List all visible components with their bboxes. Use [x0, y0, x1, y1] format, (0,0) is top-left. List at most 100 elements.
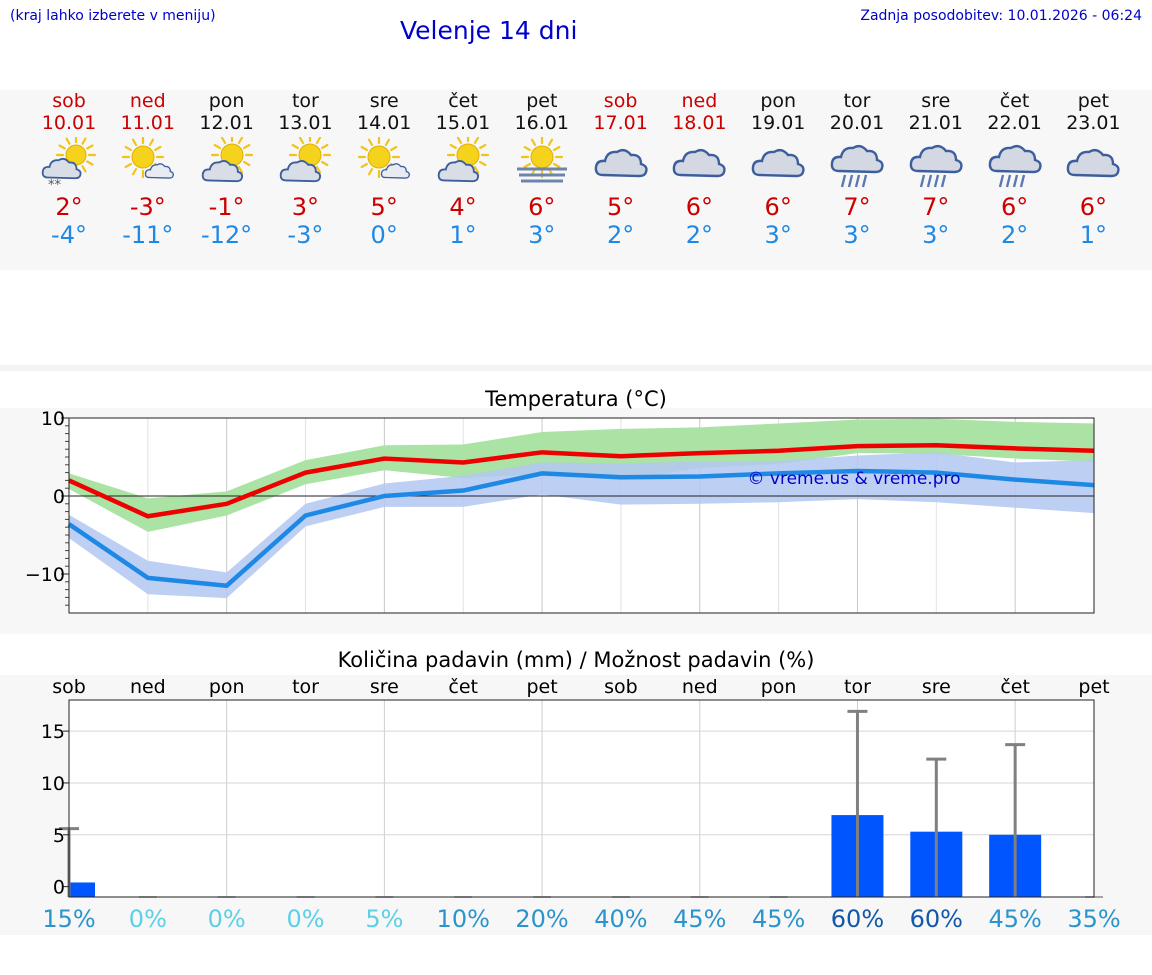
- day-max-temp: -3°: [129, 193, 166, 221]
- precip-ytick-label: 10: [41, 773, 65, 795]
- precip-probability-label: 45%: [752, 905, 805, 933]
- day-min-temp: 2°: [1000, 221, 1029, 249]
- day-weekday: pon: [760, 90, 797, 112]
- day-weekday: tor: [291, 90, 319, 112]
- precip-bar: [69, 882, 95, 897]
- day-max-temp: 2°: [55, 193, 83, 221]
- precip-probability-label: 60%: [831, 905, 884, 933]
- day-date: 15.01: [435, 112, 491, 134]
- day-date: 18.01: [672, 112, 727, 134]
- day-min-temp: 3°: [528, 221, 556, 249]
- cloudy-icon: [673, 148, 727, 178]
- precip-plot-frame: [68, 699, 1095, 898]
- precip-probability-label: 0%: [208, 905, 246, 933]
- day-date: 23.01: [1066, 112, 1121, 134]
- max-temp-line: [68, 443, 1095, 519]
- day-weekday: sre: [369, 90, 399, 112]
- precip-probability-label: 45%: [988, 905, 1041, 933]
- precip-probability-label: 40%: [594, 905, 647, 933]
- precip-category-label: tor: [844, 676, 871, 698]
- day-date: 22.01: [987, 112, 1042, 134]
- cloudy-icon: [594, 148, 648, 178]
- precip-category-label: ned: [682, 676, 718, 698]
- cloudy-icon: [1067, 148, 1121, 178]
- temperature-chart-title: Temperatura (°C): [485, 387, 667, 411]
- day-max-temp: 5°: [606, 193, 635, 221]
- day-weekday: tor: [843, 90, 871, 112]
- day-date: 20.01: [829, 112, 885, 134]
- day-max-temp: 6°: [1000, 193, 1029, 221]
- precip-ytick-label: 0: [53, 877, 65, 899]
- temp-ytick-label: −10: [25, 564, 65, 586]
- day-column: tor 20.01 7° 3°: [817, 90, 897, 249]
- day-max-temp: 7°: [843, 193, 871, 221]
- day-date: 11.01: [120, 112, 175, 134]
- day-column: pet 23.01 6° 1°: [1053, 90, 1133, 249]
- day-date: 10.01: [41, 112, 97, 134]
- precip-probability-label: 0%: [129, 905, 167, 933]
- day-min-temp: 1°: [449, 221, 477, 249]
- page-title: Velenje 14 dni: [400, 16, 578, 45]
- precip-probability-label: 5%: [365, 905, 403, 933]
- precip-category-label: pon: [761, 676, 797, 698]
- day-max-temp: 6°: [1079, 193, 1108, 221]
- day-max-temp: 6°: [528, 193, 556, 221]
- precip-category-label: sob: [604, 676, 638, 698]
- separator-band: [0, 365, 1152, 371]
- precipitation-chart-title: Količina padavin (mm) / Možnost padavin …: [337, 648, 815, 672]
- day-min-temp: 3°: [764, 221, 792, 249]
- precip-probability-label: 10%: [437, 905, 490, 933]
- day-column: ned 11.01 -3° -11°: [108, 90, 188, 249]
- day-weekday: ned: [129, 90, 166, 112]
- day-max-temp: 7°: [922, 193, 950, 221]
- day-max-temp: 6°: [764, 193, 792, 221]
- precip-category-label: sre: [370, 676, 399, 698]
- day-date: 12.01: [199, 112, 254, 134]
- day-column: ned 18.01 6° 2°: [659, 90, 739, 249]
- precip-probability-label: 45%: [673, 905, 726, 933]
- precip-probability-label: 60%: [910, 905, 963, 933]
- day-max-temp: -1°: [208, 193, 245, 221]
- day-min-temp: 3°: [922, 221, 950, 249]
- day-min-temp: 2°: [606, 221, 635, 249]
- precip-category-label: sre: [922, 676, 951, 698]
- min-temp-range-band: [69, 452, 1094, 599]
- day-min-temp: -12°: [200, 221, 253, 249]
- day-column: sob 17.01 5° 2°: [581, 90, 661, 249]
- precip-probability-label: 0%: [286, 905, 324, 933]
- day-weekday: sob: [603, 90, 638, 112]
- sun-with-cloud-icon: [121, 137, 174, 179]
- rain-icon: [909, 144, 963, 188]
- day-weekday: ned: [681, 90, 718, 112]
- partly-sunny-icon: [280, 137, 332, 183]
- day-weekday: sob: [52, 90, 86, 112]
- day-max-temp: 3°: [291, 193, 320, 221]
- day-min-temp: 3°: [843, 221, 871, 249]
- partly-sunny-icon: [437, 137, 490, 183]
- precip-ytick-label: 5: [53, 825, 65, 847]
- min-temp-line: [67, 468, 1095, 588]
- sun-with-cloud-icon: [358, 137, 411, 179]
- day-weekday: pet: [1077, 90, 1109, 112]
- day-column: pon 19.01 6° 3°: [738, 90, 818, 249]
- precip-category-label: pon: [209, 676, 245, 698]
- sun-fog-icon: [516, 137, 567, 183]
- day-date: 16.01: [514, 112, 569, 134]
- copyright-watermark: © vreme.us & vreme.pro: [747, 469, 960, 489]
- rain-icon: [988, 144, 1042, 188]
- day-column: tor 13.01 3° -3°: [265, 90, 345, 249]
- day-column: sob 10.01 ** 2° -4°: [29, 90, 109, 249]
- partly-sunny-snow-icon: **: [41, 137, 97, 193]
- precip-category-label: pet: [1078, 676, 1109, 698]
- svg-text:**: **: [48, 178, 62, 193]
- day-date: 19.01: [750, 112, 806, 134]
- day-min-temp: 2°: [685, 221, 714, 249]
- precip-ytick-label: 15: [41, 721, 65, 743]
- partly-sunny-icon: [201, 137, 253, 183]
- rain-icon: [830, 144, 884, 188]
- last-update-label: Zadnja posodobitev: 10.01.2026 - 06:24: [860, 8, 1142, 24]
- day-date: 21.01: [908, 112, 963, 134]
- precip-category-label: tor: [292, 676, 319, 698]
- precip-category-label: čet: [1000, 676, 1030, 698]
- day-max-temp: 4°: [449, 193, 477, 221]
